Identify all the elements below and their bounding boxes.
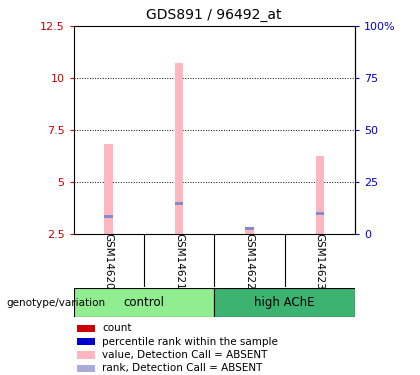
Bar [315,156,324,234]
Bar [245,227,254,230]
Bar [77,351,95,358]
Text: high AChE: high AChE [254,296,315,309]
Text: count: count [102,323,131,333]
Text: GSM14622: GSM14622 [244,233,255,290]
Bar [245,228,254,234]
Bar [105,144,113,234]
Bar [77,325,95,332]
Bar [105,215,113,218]
Bar [77,365,95,372]
Bar [175,202,183,205]
Title: GDS891 / 96492_at: GDS891 / 96492_at [147,9,282,22]
Text: percentile rank within the sample: percentile rank within the sample [102,337,278,347]
Text: control: control [123,296,164,309]
Text: GSM14621: GSM14621 [174,233,184,290]
Text: GSM14620: GSM14620 [104,233,114,290]
Text: rank, Detection Call = ABSENT: rank, Detection Call = ABSENT [102,363,262,374]
FancyBboxPatch shape [214,288,355,317]
Bar [77,338,95,345]
Bar [175,63,183,234]
Text: genotype/variation: genotype/variation [6,298,105,307]
Bar [315,212,324,215]
Text: GSM14623: GSM14623 [315,233,325,290]
FancyBboxPatch shape [74,288,214,317]
Text: value, Detection Call = ABSENT: value, Detection Call = ABSENT [102,350,268,360]
